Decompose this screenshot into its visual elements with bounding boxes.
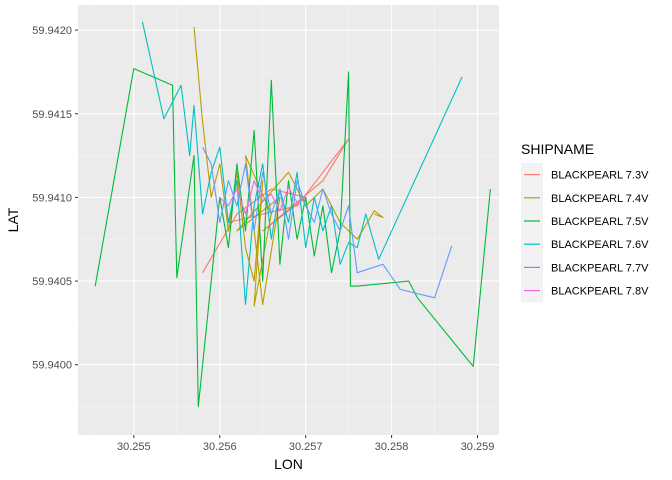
series-line-4 bbox=[141, 21, 463, 306]
grid-minor bbox=[78, 5, 499, 435]
y-axis-title: LAT bbox=[5, 207, 21, 232]
x-tick-label: 30.257 bbox=[289, 441, 323, 453]
series-line-6 bbox=[219, 180, 307, 215]
legend-label: BLACKPEARL 7.5V bbox=[551, 216, 649, 228]
series-line-3 bbox=[94, 68, 491, 408]
x-tick-label: 30.255 bbox=[117, 441, 151, 453]
y-tick-label: 59.9405 bbox=[32, 276, 72, 288]
y-tick-label: 59.9410 bbox=[32, 192, 72, 204]
y-tick-label: 59.9400 bbox=[32, 360, 72, 372]
y-tick-label: 59.9420 bbox=[32, 25, 72, 37]
series-layer bbox=[94, 21, 491, 408]
y-tick-label: 59.9415 bbox=[32, 109, 72, 121]
legend-label: BLACKPEARL 7.4V bbox=[551, 193, 649, 205]
legend-label: BLACKPEARL 7.8V bbox=[551, 286, 649, 298]
legend-label: BLACKPEARL 7.3V bbox=[551, 170, 649, 182]
x-tick-label: 30.258 bbox=[375, 441, 409, 453]
x-tick-label: 30.256 bbox=[203, 441, 237, 453]
x-axis: 30.255 30.256 30.257 30.258 30.259 bbox=[117, 435, 494, 453]
legend-label: BLACKPEARL 7.7V bbox=[551, 262, 649, 274]
series-line-1 bbox=[202, 138, 350, 273]
legend-title: SHIPNAME bbox=[521, 141, 594, 157]
series-line-5 bbox=[202, 146, 453, 299]
legend-label: BLACKPEARL 7.6V bbox=[551, 239, 649, 251]
x-axis-title: LON bbox=[274, 456, 303, 472]
series-line-2 bbox=[193, 26, 384, 307]
grid-major bbox=[78, 5, 499, 435]
x-tick-label: 30.259 bbox=[461, 441, 495, 453]
legend: BLACKPEARL 7.3V BLACKPEARL 7.4V BLACKPEARL… bbox=[521, 163, 649, 303]
y-axis: 59.9400 59.9405 59.9410 59.9415 59.9420 bbox=[32, 25, 78, 372]
